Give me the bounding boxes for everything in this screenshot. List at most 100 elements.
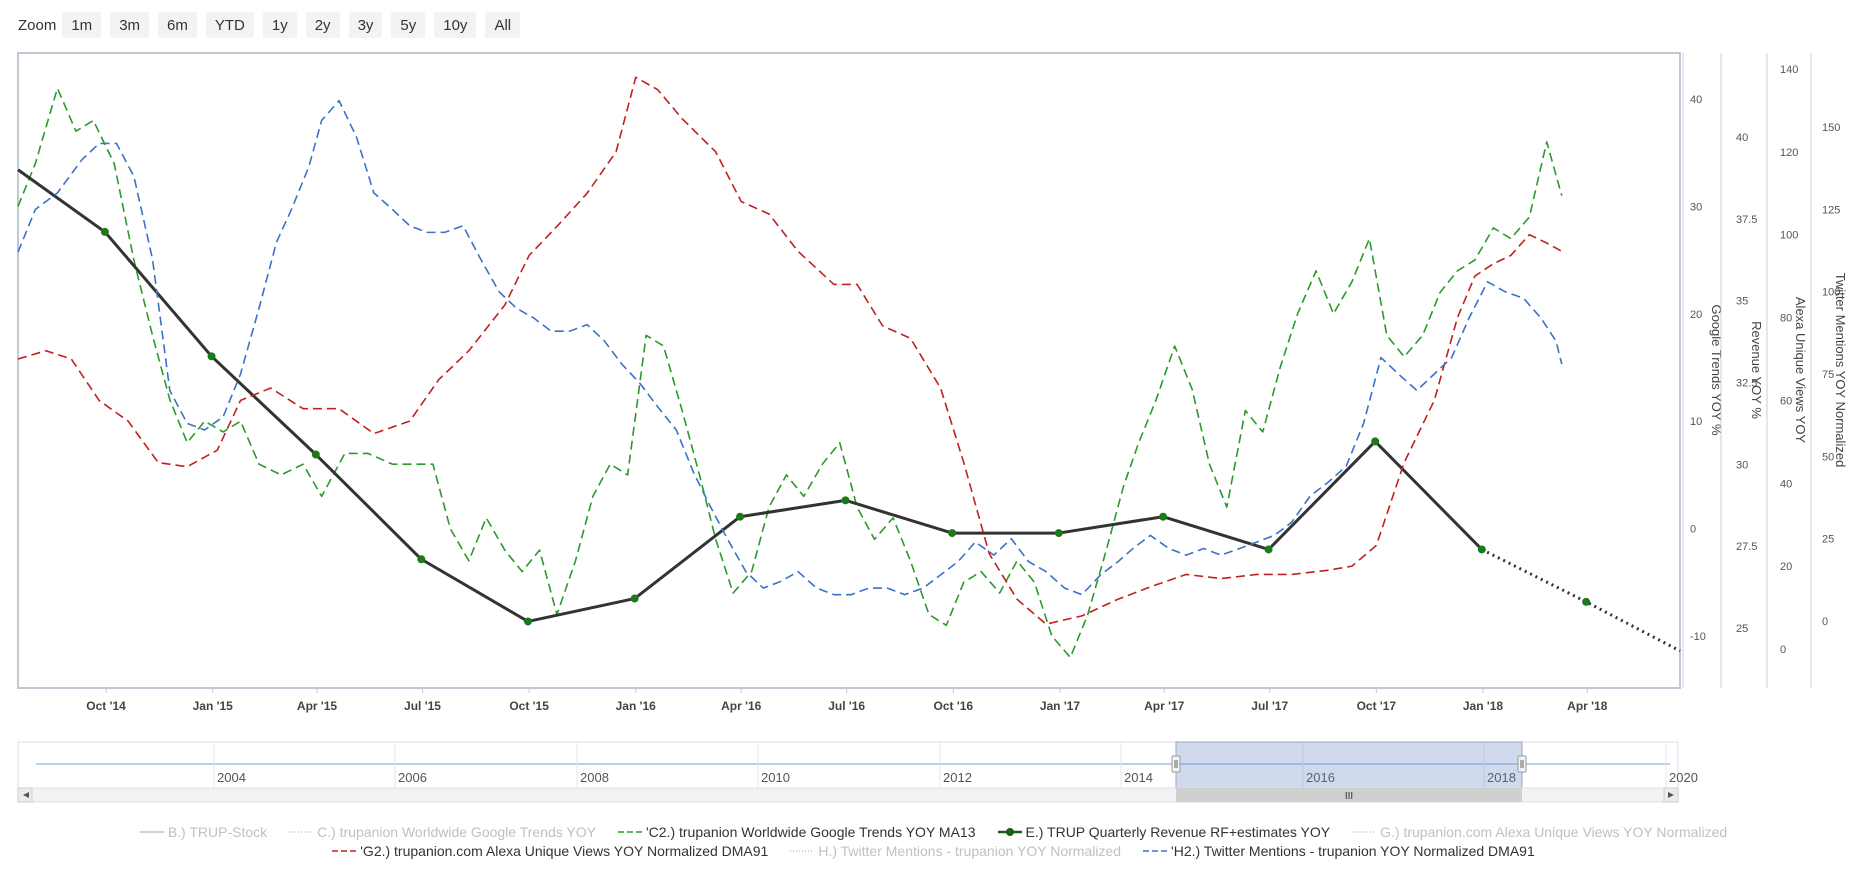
zoom-10y-button[interactable]: 10y	[434, 12, 477, 38]
y-tick-label: 37.5	[1736, 214, 1757, 226]
navigator-area	[17, 741, 1679, 789]
x-tick-label: Jul '16	[828, 699, 865, 713]
data-point	[311, 450, 320, 459]
data-point	[100, 227, 109, 236]
zoom-1m-button[interactable]: 1m	[62, 12, 102, 38]
y-tick-label: 150	[1822, 122, 1840, 134]
data-point	[1477, 545, 1486, 554]
legend-item-label: H.) Twitter Mentions - trupanion YOY Nor…	[818, 843, 1122, 859]
navigator-selection[interactable]	[1175, 741, 1523, 789]
y-tick-label: 125	[1822, 204, 1840, 216]
y-tick-label: 50	[1822, 451, 1834, 463]
legend-item[interactable]: 'C2.) trupanion Worldwide Google Trends …	[617, 824, 976, 840]
zoom-1y-button[interactable]: 1y	[262, 12, 297, 38]
y-tick-label: 32.5	[1736, 378, 1757, 390]
scrollbar-grip: III	[1345, 791, 1353, 802]
legend-item[interactable]: B.) TRUP-Stock	[139, 824, 268, 840]
x-tick-label: Oct '16	[934, 699, 974, 713]
legend-item[interactable]: 'G2.) trupanion.com Alexa Unique Views Y…	[332, 843, 768, 859]
y-tick-label: 75	[1822, 369, 1834, 381]
navigator-year-label: 2008	[580, 770, 609, 785]
legend-row: B.) TRUP-Stock C.) trupanion Worldwide Go…	[0, 824, 1867, 840]
legend-item[interactable]: C.) trupanion Worldwide Google Trends YO…	[289, 824, 596, 840]
y-tick-label: 25	[1822, 534, 1834, 546]
y-tick-label: 10	[1690, 416, 1702, 428]
legend-symbol-icon	[1143, 850, 1168, 852]
navigator-year-label: 2016	[1306, 770, 1335, 785]
legend-symbol-icon	[332, 850, 357, 852]
y-tick-label: 20	[1690, 309, 1702, 321]
zoom-all-button[interactable]: All	[485, 12, 521, 38]
y-tick-label: 30	[1736, 459, 1748, 471]
x-tick-label: Apr '16	[721, 699, 762, 713]
navigator-year-label: 2018	[1487, 770, 1516, 785]
legend-item[interactable]: G.) trupanion.com Alexa Unique Views YOY…	[1352, 824, 1727, 840]
data-point	[1582, 597, 1591, 606]
x-tick-label: Jan '18	[1463, 699, 1504, 713]
y-tick-label: 0	[1690, 524, 1696, 536]
y-tick-label: 30	[1690, 201, 1702, 213]
data-point	[736, 512, 745, 521]
navigator-year-label: 2014	[1124, 770, 1153, 785]
legend-symbol-icon	[617, 831, 642, 833]
zoom-6m-button[interactable]: 6m	[158, 12, 197, 38]
data-point	[630, 594, 639, 603]
legend-symbol-icon	[139, 831, 164, 833]
navigator[interactable]: 2004 2006 2008 2010 2012 2014 2016 2018 2020 III	[17, 741, 1698, 803]
arrow-right-icon	[1668, 792, 1674, 798]
navigator-year-label: 2012	[943, 770, 972, 785]
data-point	[207, 352, 216, 361]
zoom-3y-button[interactable]: 3y	[348, 12, 383, 38]
y-tick-label: 27.5	[1736, 541, 1757, 553]
navigator-handle[interactable]	[1517, 755, 1527, 773]
y-tick-label: 0	[1822, 616, 1828, 628]
legend-item[interactable]: H.) Twitter Mentions - trupanion YOY Nor…	[790, 843, 1121, 859]
y-tick-label: 20	[1780, 561, 1792, 573]
legend-item[interactable]: E.) TRUP Quarterly Revenue RF+estimates …	[997, 824, 1330, 840]
legend-row: 'G2.) trupanion.com Alexa Unique Views Y…	[0, 843, 1867, 859]
x-tick-label: Oct '15	[509, 699, 549, 713]
legend-item-label: 'G2.) trupanion.com Alexa Unique Views Y…	[360, 843, 769, 859]
y-tick-label: 25	[1736, 623, 1748, 635]
y-tick-label: 60	[1780, 395, 1792, 407]
y-axis-title: Revenue YOY %	[1749, 321, 1764, 419]
x-tick-label: Apr '18	[1567, 699, 1608, 713]
data-point	[1054, 529, 1063, 538]
y-axis-title: Google Trends YOY %	[1709, 304, 1724, 435]
x-tick-label: Oct '17	[1357, 699, 1397, 713]
y-tick-label: 120	[1780, 147, 1798, 159]
navigator-handle[interactable]	[1171, 755, 1181, 773]
y-tick-label: 140	[1780, 64, 1798, 76]
x-tick-label: Jul '15	[404, 699, 441, 713]
data-point	[1159, 512, 1168, 521]
navigator-year-label: 2004	[217, 770, 246, 785]
y-tick-label: 40	[1736, 132, 1748, 144]
zoom-2y-button[interactable]: 2y	[305, 12, 340, 38]
x-tick-label: Oct '14	[86, 699, 126, 713]
y-tick-label: 100	[1780, 230, 1798, 242]
legend-item-label: B.) TRUP-Stock	[167, 824, 268, 840]
data-point	[948, 529, 957, 538]
x-tick-label: Apr '17	[1144, 699, 1185, 713]
data-point	[1264, 545, 1273, 554]
scrollbar-thumb[interactable]	[1176, 788, 1522, 802]
zoom-ytd-button[interactable]: YTD	[205, 12, 254, 38]
y-tick-label: 100	[1822, 287, 1840, 299]
data-point	[1371, 437, 1380, 446]
legend-symbol-icon	[997, 828, 1022, 836]
legend-item[interactable]: 'H2.) Twitter Mentions - trupanion YOY N…	[1143, 843, 1535, 859]
zoom-3m-button[interactable]: 3m	[110, 12, 150, 38]
legend-item-label: 'C2.) trupanion Worldwide Google Trends …	[645, 824, 976, 840]
zoom-5y-button[interactable]: 5y	[391, 12, 426, 38]
x-tick-label: Jan '15	[193, 699, 234, 713]
y-tick-label: 0	[1780, 644, 1786, 656]
zoom-bar: Zoom 1m 3m 6m YTD 1y 2y 3y 5y 10y All	[18, 12, 529, 38]
navigator-year-label: 2006	[398, 770, 427, 785]
series-line	[17, 168, 1483, 623]
y-tick-label: 40	[1780, 478, 1792, 490]
series-line	[17, 87, 1563, 659]
navigator-year-label: 2010	[761, 770, 790, 785]
data-point	[841, 496, 850, 505]
y-tick-label: -10	[1690, 631, 1706, 643]
x-tick-label: Jan '17	[1040, 699, 1081, 713]
